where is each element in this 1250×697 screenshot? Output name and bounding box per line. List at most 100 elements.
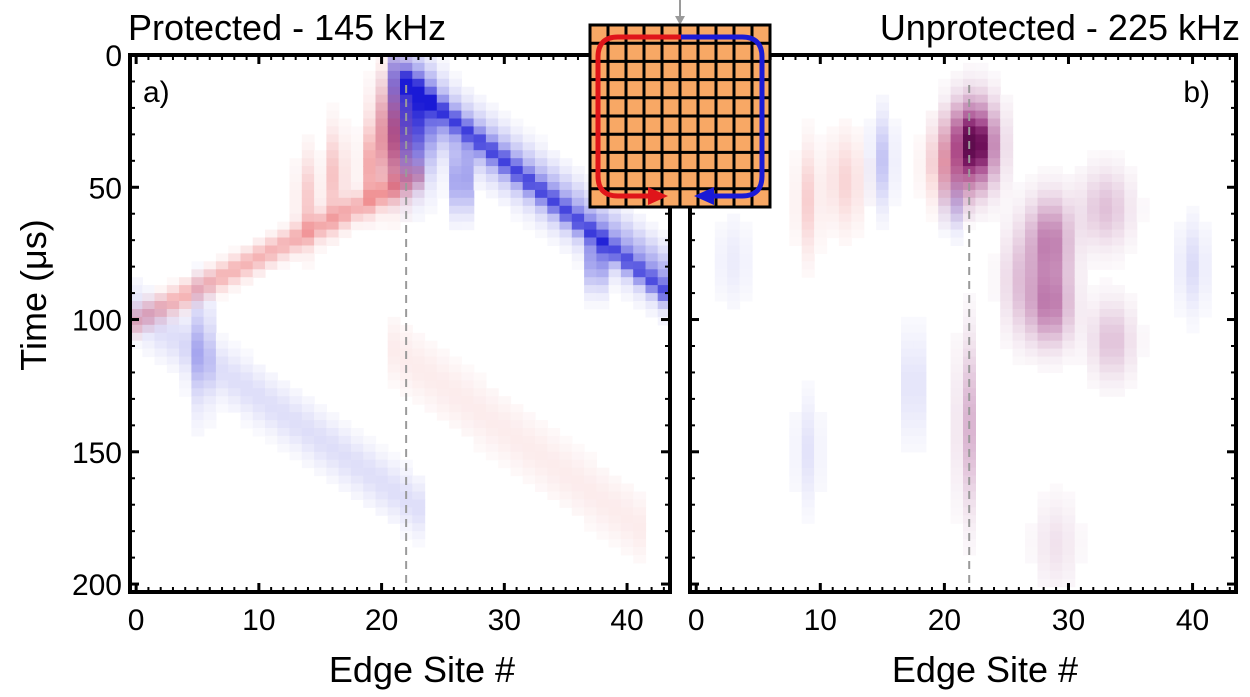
heatmap-cell	[1124, 229, 1138, 239]
heatmap-cell	[436, 142, 450, 151]
heatmap-cell	[608, 491, 622, 500]
heatmap-cell	[412, 197, 426, 207]
heatmap-cell	[1136, 213, 1150, 223]
heatmap-cell	[535, 205, 548, 215]
heatmap-cell	[814, 412, 828, 421]
heatmap-cell	[301, 428, 315, 437]
heatmap-cell	[571, 499, 585, 508]
heatmap-cell	[436, 118, 450, 127]
heatmap-cell	[387, 316, 401, 326]
heatmap-cell	[400, 174, 413, 183]
heatmap-cell	[1037, 332, 1051, 342]
heatmap-cell	[950, 229, 964, 239]
heatmap-cell	[801, 237, 815, 246]
heatmap-cell	[1074, 539, 1088, 548]
heatmap-cell	[789, 483, 803, 492]
heatmap-cell	[851, 174, 865, 183]
heatmap-cell	[633, 229, 647, 239]
heatmap-cell	[510, 420, 524, 429]
heatmap-cell	[1025, 277, 1038, 286]
heatmap-cell	[1049, 332, 1063, 342]
heatmap-cell	[1124, 372, 1138, 381]
heatmap-cell	[838, 150, 852, 159]
heatmap-cell	[1087, 348, 1101, 358]
heatmap-cell	[1025, 253, 1038, 262]
heatmap-cell	[584, 475, 597, 485]
heatmap-cell	[424, 197, 438, 207]
heatmap-cell	[876, 150, 890, 159]
heatmap-cell	[535, 229, 548, 239]
heatmap-cell	[596, 499, 610, 508]
heatmap-cell	[657, 293, 671, 302]
heatmap-cell	[1136, 332, 1150, 342]
heatmap-cell	[633, 531, 647, 540]
heatmap-cell	[801, 126, 815, 135]
heatmap-cell	[975, 94, 989, 104]
heatmap-cell	[987, 142, 1001, 151]
heatmap-cell	[1049, 189, 1063, 199]
heatmap-cell	[584, 221, 597, 231]
heatmap-cell	[498, 174, 512, 183]
heatmap-cell	[1000, 293, 1014, 302]
heatmap-cell	[547, 150, 561, 159]
heatmap-cell	[535, 182, 548, 191]
heatmap-cell	[412, 78, 426, 88]
heatmap-cell	[191, 277, 205, 286]
heatmap-cell	[387, 189, 401, 199]
heatmap-cell	[950, 213, 964, 223]
heatmap-cell	[1074, 182, 1088, 191]
heatmap-cell	[608, 539, 622, 548]
heatmap-cell	[203, 356, 217, 366]
heatmap-cell	[789, 451, 803, 461]
heatmap-cell	[838, 237, 852, 246]
heatmap-cell	[838, 197, 852, 207]
heatmap-cell	[326, 443, 340, 453]
heatmap-cell	[375, 78, 389, 88]
heatmap-cell	[154, 293, 168, 302]
heatmap-cell	[228, 356, 242, 366]
heatmap-cell	[387, 158, 401, 167]
heatmap-cell	[215, 348, 229, 358]
heatmap-cell	[449, 189, 462, 199]
heatmap-cell	[1012, 229, 1026, 239]
heatmap-cell	[1111, 380, 1125, 389]
heatmap-cell	[901, 412, 914, 421]
heatmap-cell	[461, 364, 475, 373]
heatmap-cell	[436, 126, 450, 135]
heatmap-cell	[461, 142, 475, 151]
heatmap-cell	[1025, 213, 1038, 223]
heatmap-cell	[277, 221, 291, 231]
heatmap-cell	[179, 332, 192, 342]
heatmap-cell	[387, 332, 401, 342]
heatmap-cell	[1074, 547, 1088, 556]
heatmap-cell	[826, 126, 840, 135]
heatmap-cell	[814, 420, 828, 429]
heatmap-cell	[338, 443, 352, 453]
heatmap-cell	[461, 396, 475, 405]
heatmap-cell	[203, 277, 217, 286]
heatmap-cell	[913, 174, 927, 183]
heatmap-cell	[814, 435, 828, 445]
heatmap-cell	[633, 515, 647, 524]
heatmap-cell	[191, 420, 205, 429]
heatmap-cell	[1074, 245, 1088, 254]
heatmap-cell	[130, 285, 143, 294]
heatmap-cell	[1124, 380, 1138, 389]
heatmap-cell	[571, 483, 585, 492]
heatmap-cell	[424, 364, 438, 373]
heatmap-cell	[901, 428, 914, 437]
heatmap-cell	[522, 205, 536, 215]
heatmap-cell	[314, 443, 327, 453]
heatmap-cell	[326, 102, 340, 112]
heatmap-cell	[596, 523, 610, 532]
heatmap-cell	[987, 213, 1001, 223]
heatmap-cell	[240, 388, 254, 397]
heatmap-cell	[289, 388, 303, 397]
heatmap-cell	[1099, 166, 1113, 175]
heatmap-cell	[1111, 150, 1125, 159]
heatmap-cell	[191, 269, 205, 278]
heatmap-cell	[314, 459, 327, 469]
heatmap-cell	[1000, 269, 1014, 278]
heatmap-cell	[814, 475, 828, 485]
heatmap-cell	[400, 388, 413, 397]
